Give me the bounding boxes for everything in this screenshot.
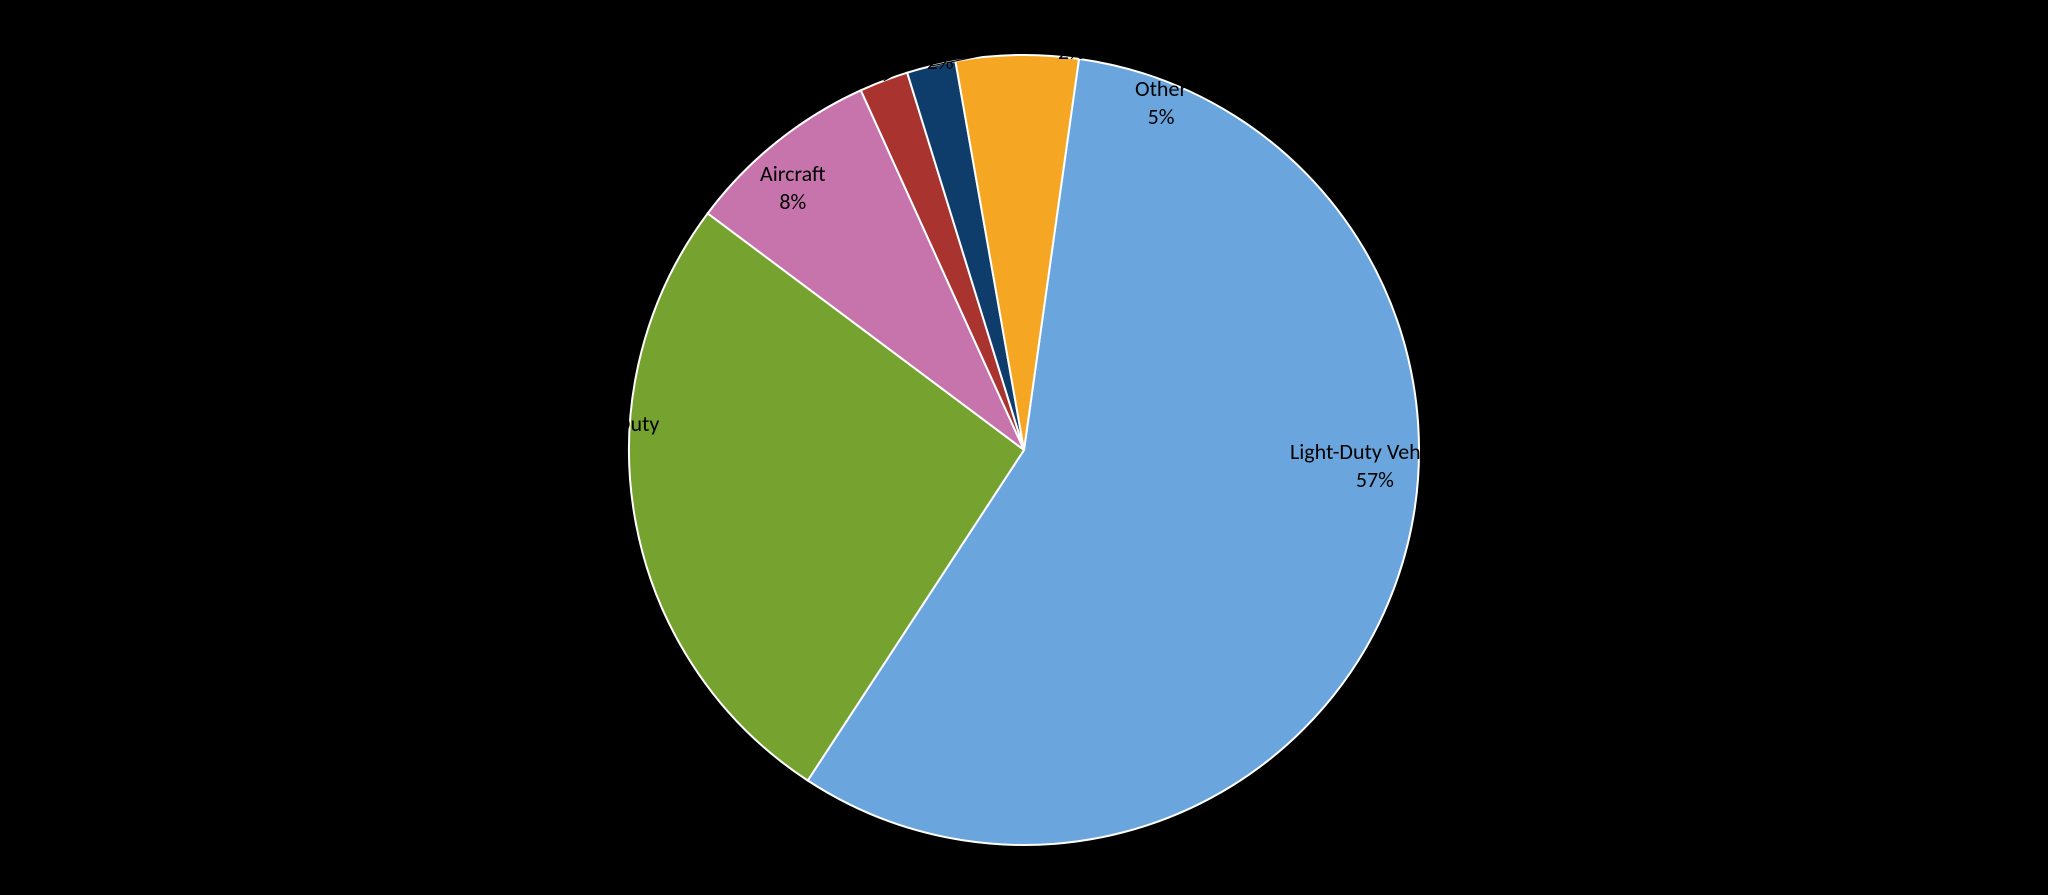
label-aircraft: Aircraft8% <box>760 160 826 215</box>
label-med-heavy: Medium- and Heavy-DutyVehicles26% <box>430 410 659 493</box>
label-rail: Rail2% <box>1055 10 1088 65</box>
label-line: Medium- and Heavy-Duty <box>430 410 659 438</box>
label-line: Other <box>1135 75 1187 103</box>
label-light-duty: Light-Duty Vehicles57% <box>1290 438 1460 493</box>
pie-svg <box>0 0 2048 895</box>
label-line: Ships and Boats <box>870 20 1010 48</box>
pie-chart: Light-Duty Vehicles57% Medium- and Heavy-… <box>0 0 2048 895</box>
label-line: Rail <box>1055 10 1088 38</box>
label-line: Light-Duty Vehicles <box>1290 438 1460 466</box>
label-line: 2% <box>870 48 1010 76</box>
label-other: Other5% <box>1135 75 1187 130</box>
label-line: 57% <box>1290 466 1460 494</box>
label-ships-boats: Ships and Boats2% <box>870 20 1010 75</box>
label-line: 2% <box>1055 38 1088 66</box>
label-line: 8% <box>760 188 826 216</box>
label-line: 5% <box>1135 103 1187 131</box>
label-line: Aircraft <box>760 160 826 188</box>
label-line: Vehicles <box>430 438 659 466</box>
label-line: 26% <box>430 465 659 493</box>
